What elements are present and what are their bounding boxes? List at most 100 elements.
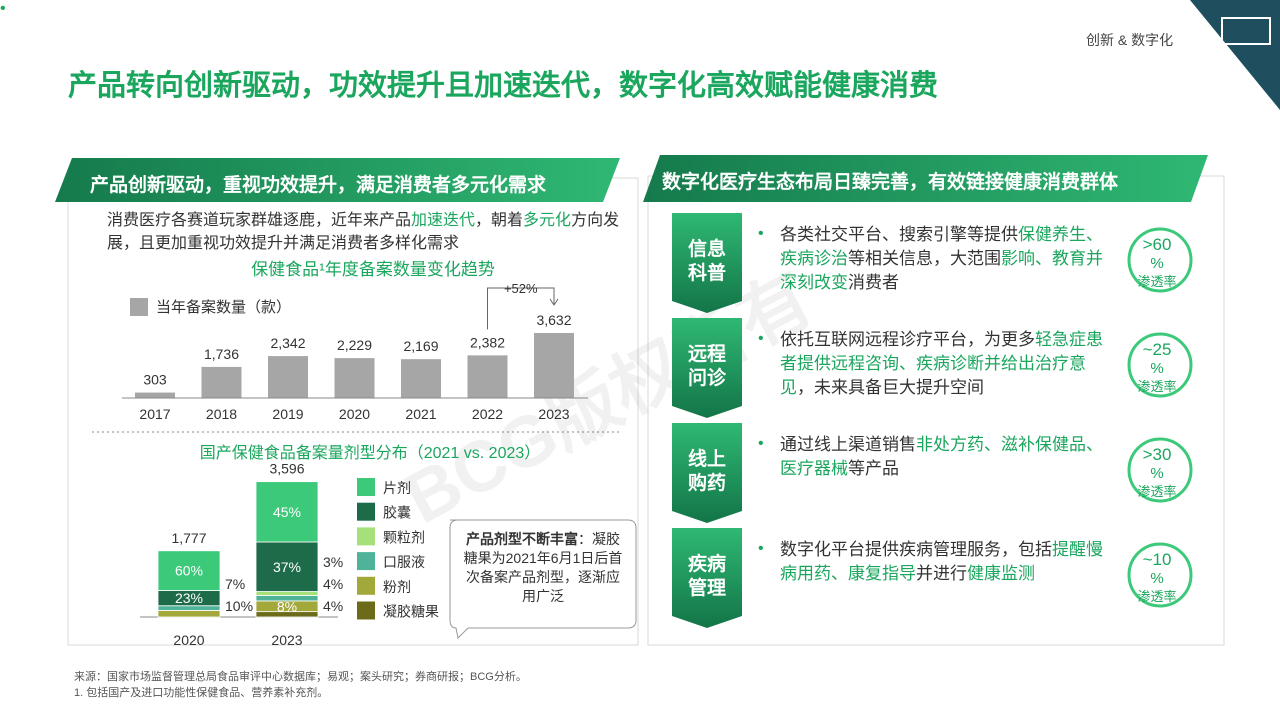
bar xyxy=(334,358,375,398)
x-tick-label: 2023 xyxy=(538,406,569,422)
legend-label: 口服液 xyxy=(383,554,425,570)
value-label: 2,342 xyxy=(270,335,305,351)
text-part: 数字化平台提供疾病管理服务，包括 xyxy=(780,540,1052,559)
x-tick-label: 2018 xyxy=(206,406,237,422)
text-part: 非处方药、滋补保健品、医疗器械 xyxy=(780,435,1103,478)
footer-note: 1. 包括国产及进口功能性保健食品、营养素补充剂。 xyxy=(74,687,329,699)
legend-swatch xyxy=(357,552,375,571)
value-label: 8% xyxy=(277,598,297,614)
text-part: 消费者 xyxy=(848,273,899,292)
legend-swatch xyxy=(357,478,375,496)
text-part: 轻急症患者提供远程咨询、疾病诊断并给出治疗意见 xyxy=(780,330,1103,397)
x-tick-label: 2020 xyxy=(339,406,370,422)
bar xyxy=(534,333,574,398)
tag-text: 科普 xyxy=(688,261,726,284)
bar-segment xyxy=(255,541,319,592)
stat-unit: % xyxy=(1150,465,1163,482)
stat-value: >60 xyxy=(1143,235,1172,254)
stat-unit: % xyxy=(1150,255,1163,272)
text-part: 方向发展，且更加重视功效提升并满足消费者多样化需求 xyxy=(107,212,620,252)
legend-label: 颗粒剂 xyxy=(383,529,425,545)
text-part: 依托互联网远程诊疗平台，为更多 xyxy=(780,330,1035,349)
text-part: 保健养生、疾病诊治 xyxy=(780,225,1103,268)
stat-ring xyxy=(1127,542,1193,608)
legend-label: 片剂 xyxy=(383,480,411,496)
legend-label: 粉剂 xyxy=(383,579,411,595)
tag-shape xyxy=(672,528,742,628)
footer-source: 来源：国家市场监督管理总局食品审评中心数据库；易观；案头研究；券商研报；BCG分… xyxy=(74,671,527,683)
tag-text: 管理 xyxy=(688,576,726,599)
stat-value: ~10 xyxy=(1143,550,1172,569)
tag-text: 信息 xyxy=(688,237,726,260)
text-part: 等产品 xyxy=(848,459,899,478)
legend-swatch xyxy=(130,298,148,316)
corner-decoration xyxy=(1190,0,1280,110)
stat-ring xyxy=(1127,332,1193,398)
legend-label: 胶囊 xyxy=(383,505,411,521)
text-part: 影响、教育并深刻改变 xyxy=(780,249,1103,292)
banner-text: 数字化医疗生态布局日臻完善，有效链接健康消费群体 xyxy=(662,172,1119,193)
bullet-text: 消费医疗各赛道玩家群雄逐鹿，近年来产品加速迭代，朝着多元化方向发展，且更加重视功… xyxy=(107,209,632,255)
text-part: 通过线上渠道销售 xyxy=(780,435,916,454)
bar-segment xyxy=(157,550,221,591)
legend-label: 凝胶糖果 xyxy=(383,604,439,620)
value-label: 23% xyxy=(175,590,203,606)
x-tick-label: 2017 xyxy=(139,406,170,422)
annotation: +52% xyxy=(504,281,538,296)
tag-shape xyxy=(672,213,742,313)
stat-unit: % xyxy=(1150,360,1163,377)
bullet-dot: • xyxy=(0,0,6,17)
row-text: 依托互联网远程诊疗平台，为更多轻急症患者提供远程咨询、疾病诊断并给出治疗意见，未… xyxy=(780,328,1110,400)
right-banner xyxy=(643,155,1208,202)
value-label: 7% xyxy=(225,576,245,592)
callout-box xyxy=(449,519,637,640)
callout-bold: 产品剂型不断丰富 xyxy=(466,531,578,547)
text-part: 多元化 xyxy=(523,212,572,229)
slide-title: 产品转向创新驱动，功效提升且加速迭代，数字化高效赋能健康消费 xyxy=(68,70,939,102)
x-tick-label: 2022 xyxy=(472,406,503,422)
stat-value: ~25 xyxy=(1143,340,1172,359)
stat-ring xyxy=(1127,437,1193,503)
legend-label: 当年备案数量（款） xyxy=(156,298,291,316)
value-label: 2,382 xyxy=(470,334,505,350)
text-part: 消费医疗各赛道玩家群雄逐鹿，近年来产品 xyxy=(107,212,412,229)
text-part: 等相关信息，大范围 xyxy=(848,249,1001,268)
text-part: 健康监测 xyxy=(967,564,1035,583)
stat-ring xyxy=(1127,227,1193,293)
bar xyxy=(467,355,508,398)
bar-segment xyxy=(255,595,319,602)
row-text: 通过线上渠道销售非处方药、滋补保健品、医疗器械等产品 xyxy=(780,433,1110,481)
annotation-arrow xyxy=(549,298,559,306)
tag-text: 疾病 xyxy=(688,552,726,575)
bar xyxy=(268,356,308,398)
legend-swatch xyxy=(357,576,375,595)
stat-label: 渗透率 xyxy=(1137,274,1176,289)
text-part: 提醒慢病用药、康复指导 xyxy=(780,540,1103,583)
text-part: ，朝着 xyxy=(475,212,524,229)
value-label: 3,632 xyxy=(536,312,571,328)
bar-segment xyxy=(157,609,221,618)
bar-segment xyxy=(255,591,319,596)
total-label: 1,777 xyxy=(171,530,206,546)
right-panel xyxy=(647,175,1225,646)
stat-label: 渗透率 xyxy=(1137,484,1176,499)
value-label: 4% xyxy=(323,576,343,592)
section-tag: 创新 & 数字化 xyxy=(1086,32,1174,48)
x-tick-label: 2023 xyxy=(271,632,302,648)
bar xyxy=(201,366,242,398)
tag-text: 线上 xyxy=(688,447,726,470)
value-label: 3% xyxy=(323,554,343,570)
corner-icon xyxy=(1221,17,1271,45)
stat-label: 渗透率 xyxy=(1137,589,1176,604)
tag-shape xyxy=(672,318,742,418)
value-label: 2,229 xyxy=(337,337,372,353)
value-label: 303 xyxy=(143,372,167,388)
total-label: 3,596 xyxy=(269,461,304,477)
text-part: 加速迭代 xyxy=(411,212,476,229)
tag-text: 购药 xyxy=(688,471,726,494)
bullet-dot: • xyxy=(758,540,764,557)
stat-label: 渗透率 xyxy=(1137,379,1176,394)
annotation-bracket xyxy=(487,287,555,330)
